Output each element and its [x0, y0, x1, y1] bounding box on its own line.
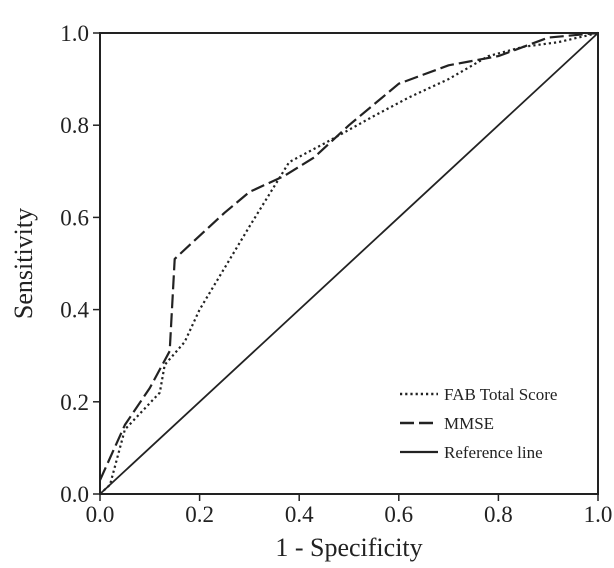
x-tick-label: 0.2 — [185, 502, 214, 527]
legend-label-mmse: MMSE — [444, 414, 494, 433]
x-tick-label: 0.4 — [285, 502, 314, 527]
series-layer — [98, 31, 599, 495]
chart-legend: FAB Total Score MMSE Reference line — [400, 385, 557, 462]
legend-label-fab-total-score: FAB Total Score — [444, 385, 557, 404]
x-axis-title: 1 - Specificity — [275, 533, 422, 562]
legend-label-reference-line: Reference line — [444, 443, 543, 462]
series-line-reference-line — [99, 32, 599, 495]
y-tick-label: 1.0 — [60, 21, 89, 46]
y-tick-label: 0.0 — [60, 482, 89, 507]
x-tick-label: 0.6 — [384, 502, 413, 527]
plot-area-frame — [99, 32, 599, 495]
y-tick-label: 0.8 — [60, 113, 89, 138]
tick-labels-layer: 0.0 0.2 0.4 0.6 0.8 1.0 0.0 0.2 0.4 0.6 0.8 1.0 — [60, 21, 612, 527]
y-tick-label: 0.6 — [60, 205, 89, 230]
x-tick-label: 1.0 — [584, 502, 613, 527]
axis-ticks-layer — [93, 32, 599, 501]
y-axis-title: Sensitivity — [9, 208, 38, 319]
y-tick-label: 0.2 — [60, 390, 89, 415]
series-line-fab-total-score — [99, 31, 599, 495]
x-tick-label: 0.8 — [484, 502, 513, 527]
series-line-mmse — [98, 31, 599, 481]
x-tick-label: 0.0 — [86, 502, 115, 527]
y-tick-label: 0.4 — [60, 298, 89, 323]
